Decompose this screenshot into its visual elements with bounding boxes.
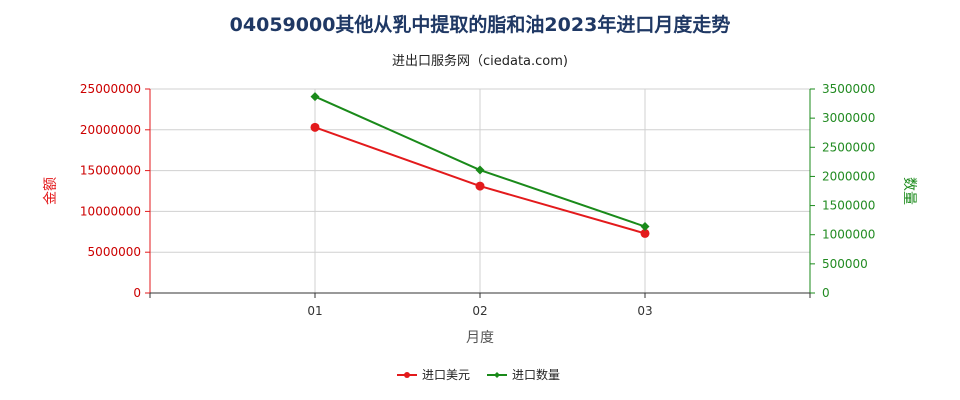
y-tick-label-right: 1000000 xyxy=(822,228,875,242)
y-tick-label-right: 3000000 xyxy=(822,111,875,125)
data-point-quantity xyxy=(310,92,320,102)
x-tick-label: 02 xyxy=(472,304,487,318)
chart-subtitle: 进出口服务网（ciedata.com) xyxy=(391,54,568,69)
y-tick-label-left: 0 xyxy=(133,286,141,300)
data-point-quantity xyxy=(640,222,650,232)
data-point-amount xyxy=(475,181,485,191)
y-axis-title-right: 数量 xyxy=(901,177,917,205)
y-tick-label-left: 20000000 xyxy=(80,123,141,137)
y-tick-label-left: 15000000 xyxy=(80,164,141,178)
data-point-amount xyxy=(310,122,320,132)
y-tick-label-right: 0 xyxy=(822,286,830,300)
y-tick-label-right: 500000 xyxy=(822,257,868,271)
x-tick-label: 01 xyxy=(307,304,322,318)
y-tick-label-left: 5000000 xyxy=(88,245,141,259)
y-tick-label-left: 10000000 xyxy=(80,204,141,218)
legend-marker xyxy=(494,372,500,378)
y-axis-title-left: 金额 xyxy=(43,177,59,205)
legend-label: 进口美元 xyxy=(422,368,470,382)
y-tick-label-right: 1500000 xyxy=(822,199,875,213)
data-point-quantity xyxy=(475,165,485,175)
legend-marker xyxy=(404,372,410,378)
legend-label: 进口数量 xyxy=(512,367,560,382)
y-tick-label-right: 3500000 xyxy=(822,82,875,96)
x-axis-title: 月度 xyxy=(466,330,494,346)
chart-title: 04059000其他从乳中提取的脂和油2023年进口月度走势 xyxy=(229,14,731,36)
y-tick-label-left: 25000000 xyxy=(80,82,141,96)
y-tick-label-right: 2000000 xyxy=(822,169,875,183)
x-tick-label: 03 xyxy=(637,304,652,318)
y-tick-label-right: 2500000 xyxy=(822,140,875,154)
data-point-amount xyxy=(640,228,650,238)
